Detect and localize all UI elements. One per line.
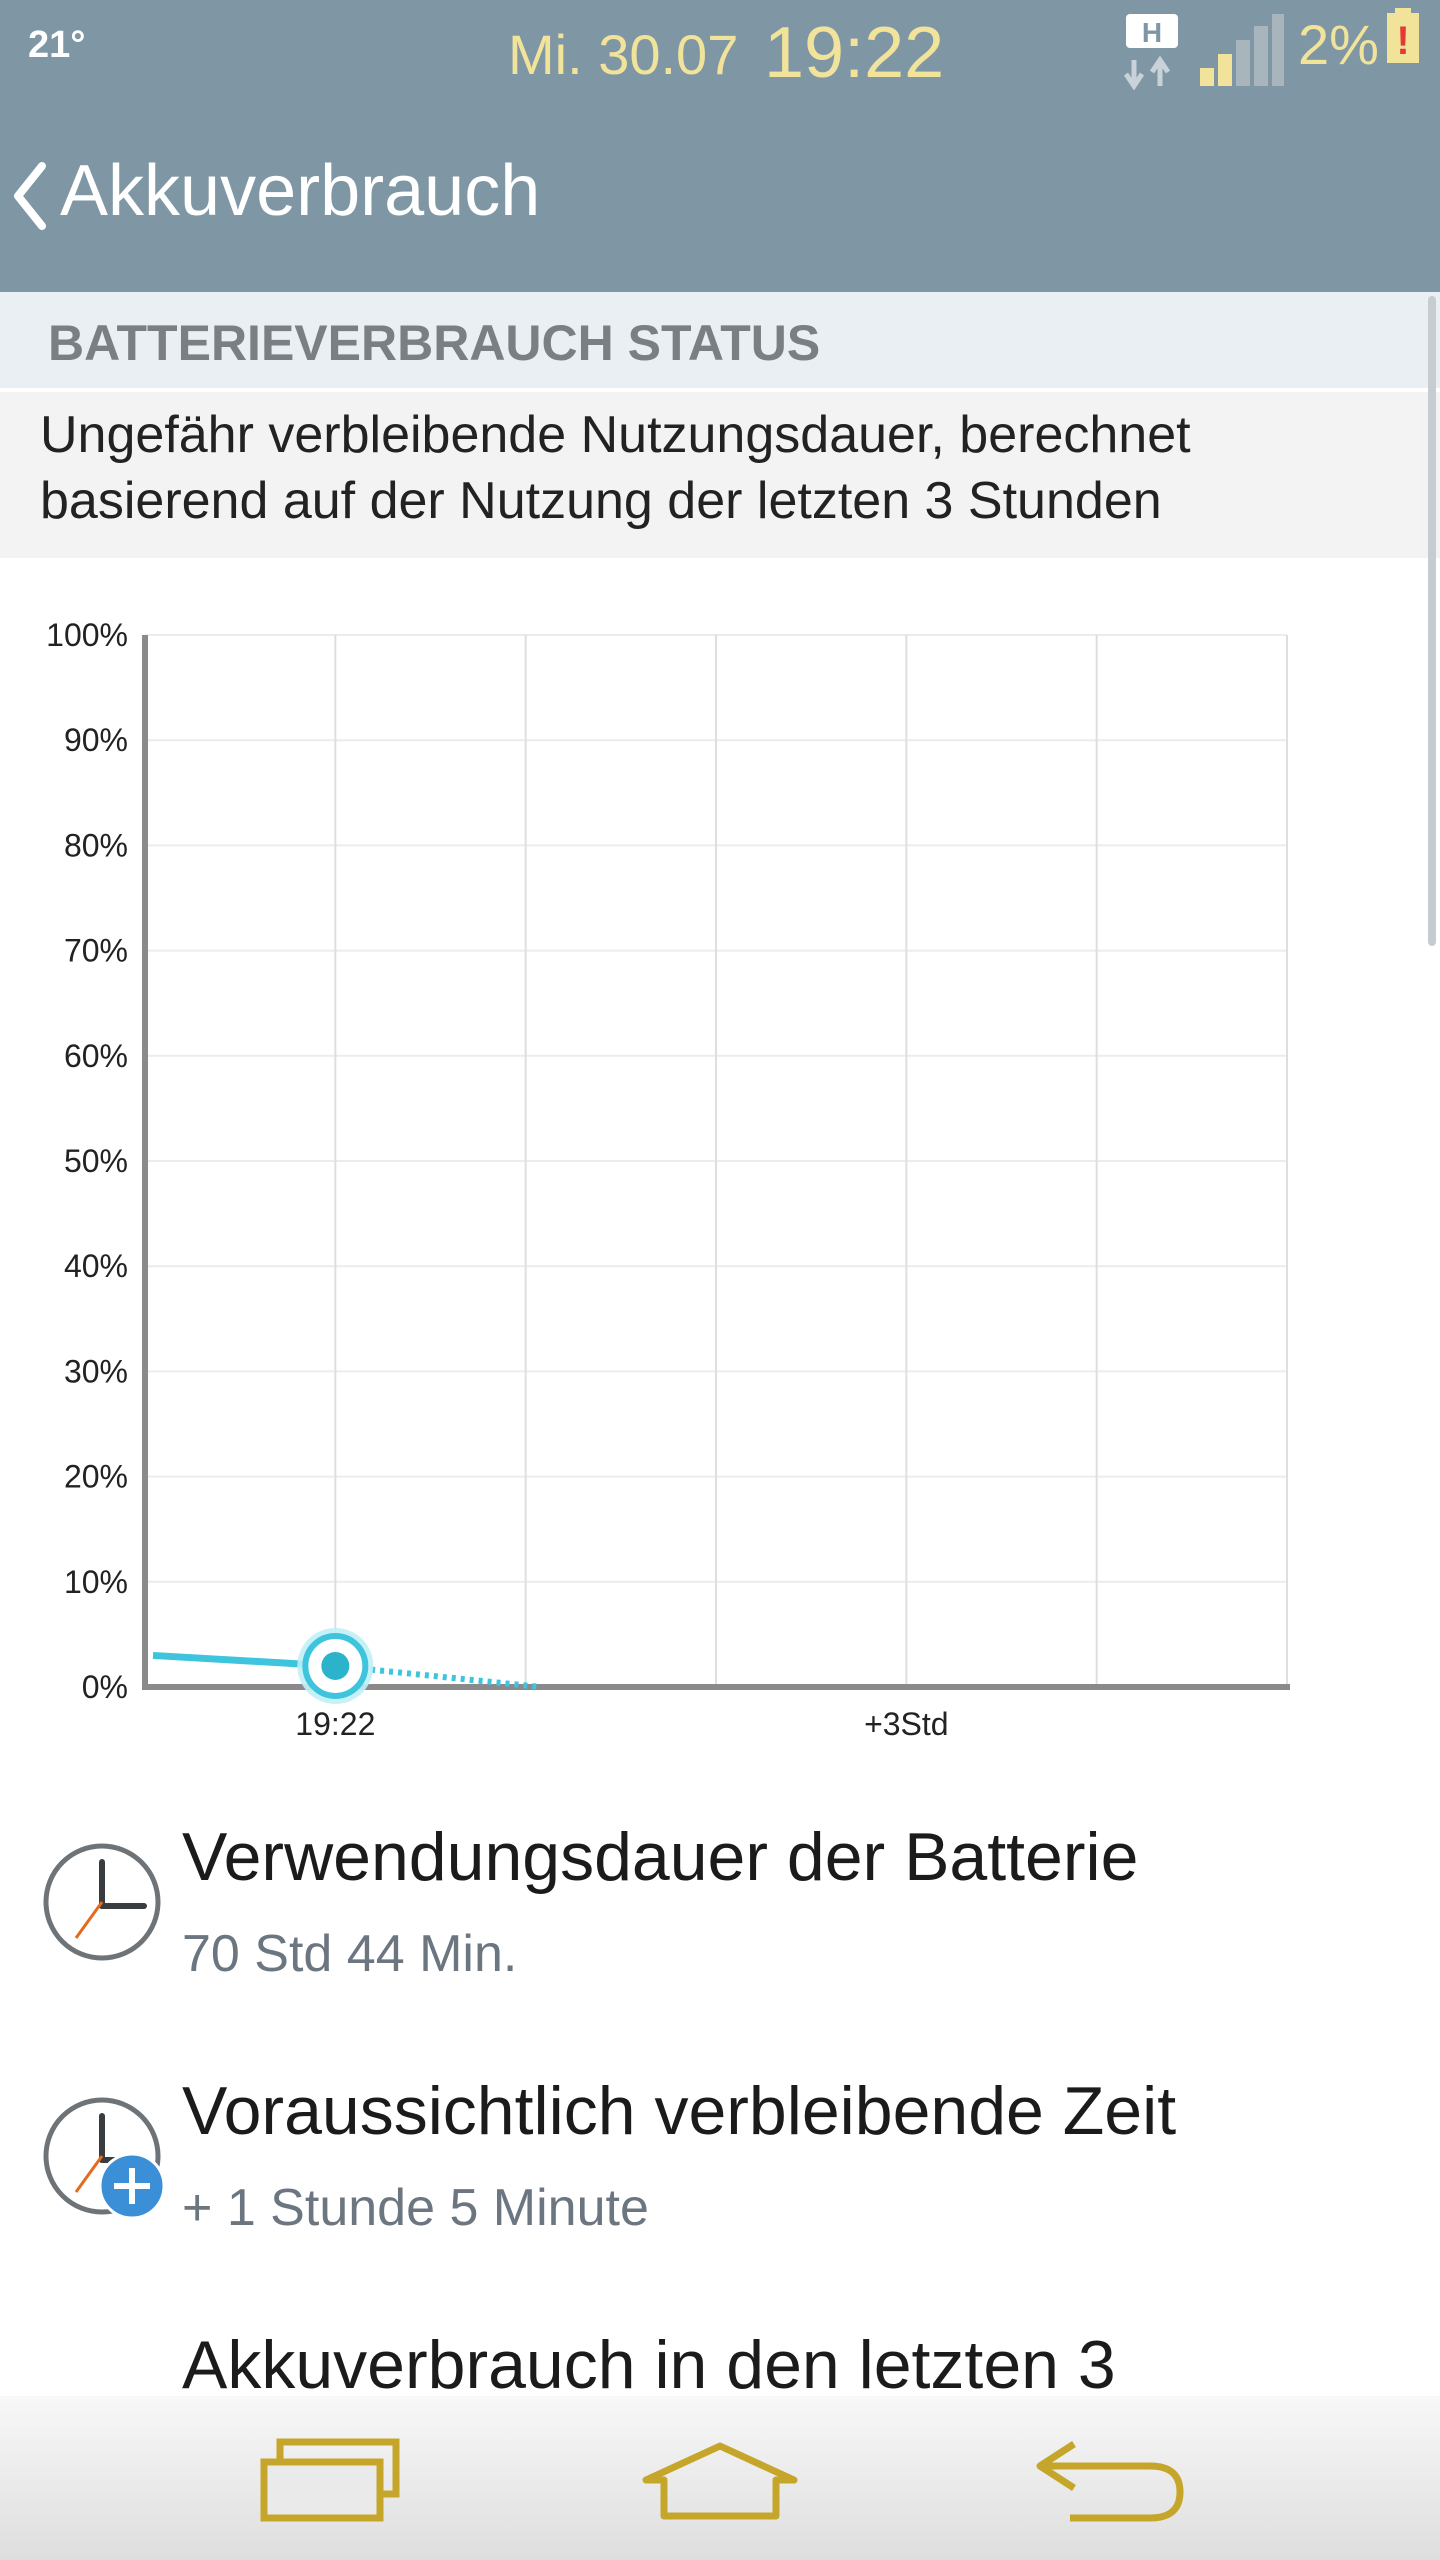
current-marker-dot (321, 1651, 350, 1680)
y-tick-label: 100% (46, 617, 128, 653)
item-title: Verwendungsdauer der Batterie (182, 1819, 1139, 1895)
item-subtitle: + 1 Stunde 5 Minute (182, 2179, 649, 2237)
y-tick-label: 60% (64, 1038, 128, 1074)
battery-low-icon: ! (1387, 8, 1419, 63)
page-title: Akkuverbrauch (60, 151, 541, 231)
y-tick-label: 40% (64, 1248, 128, 1284)
recent-apps-icon[interactable] (250, 2436, 410, 2526)
network-type: H (1142, 17, 1162, 48)
back-arrow-icon[interactable] (8, 158, 52, 234)
description-text: Ungefähr verbleibende Nutzungsdauer, ber… (40, 406, 1191, 530)
y-tick-label: 50% (64, 1143, 128, 1179)
item-subtitle: 70 Std 44 Min. (182, 1925, 518, 1983)
home-icon[interactable] (640, 2436, 800, 2526)
battery-usage-chart: 100% 90% 80% 70% 60% 50% 40% 30% 20% 10% 0% 19:22 +3… (46, 617, 1290, 1742)
y-tick-label: 90% (64, 722, 128, 758)
section-title: BATTERIEVERBRAUCH STATUS (48, 315, 821, 371)
y-tick-label: 20% (64, 1459, 128, 1495)
network-h-icon: H (1124, 14, 1178, 90)
projection-line (335, 1662, 542, 1690)
usage-last-hours-item[interactable]: Akkuverbrauch in den letzten 3 (0, 2318, 1400, 2558)
battery-alert: ! (1396, 19, 1409, 63)
app-header: Akkuverbrauch (0, 100, 1440, 292)
y-tick-label: 30% (64, 1353, 128, 1389)
remaining-time-item[interactable]: Voraussichtlich verbleibende Zeit + 1 St… (0, 2064, 1400, 2304)
navigation-bar (0, 2396, 1440, 2560)
status-date: Mi. 30.07 (508, 23, 739, 86)
status-bar: 21° Mi. 30.07 19:22 H 2% ! (0, 0, 1440, 100)
section-description: Ungefähr verbleibende Nutzungsdauer, ber… (0, 392, 1440, 558)
x-tick-label: 19:22 (295, 1706, 375, 1742)
y-tick-label: 0% (82, 1669, 128, 1705)
battery-percent: 2% (1298, 13, 1379, 76)
temperature: 21° (28, 24, 86, 66)
item-title: Akkuverbrauch in den letzten 3 (182, 2327, 1116, 2403)
status-time: 19:22 (764, 13, 945, 93)
usage-duration-item[interactable]: Verwendungsdauer der Batterie 70 Std 44 … (0, 1810, 1400, 2050)
back-icon[interactable] (1030, 2436, 1190, 2526)
item-title: Voraussichtlich verbleibende Zeit (182, 2073, 1177, 2149)
clock-plus-icon (43, 2097, 164, 2218)
y-tick-label: 70% (64, 933, 128, 969)
section-header: BATTERIEVERBRAUCH STATUS (0, 292, 1440, 392)
scrollbar[interactable] (1428, 296, 1436, 946)
x-tick-label: +3Std (864, 1706, 949, 1742)
clock-icon (43, 1843, 161, 1961)
y-tick-label: 80% (64, 827, 128, 863)
signal-strength-icon (1200, 14, 1284, 86)
y-tick-label: 10% (64, 1564, 128, 1600)
